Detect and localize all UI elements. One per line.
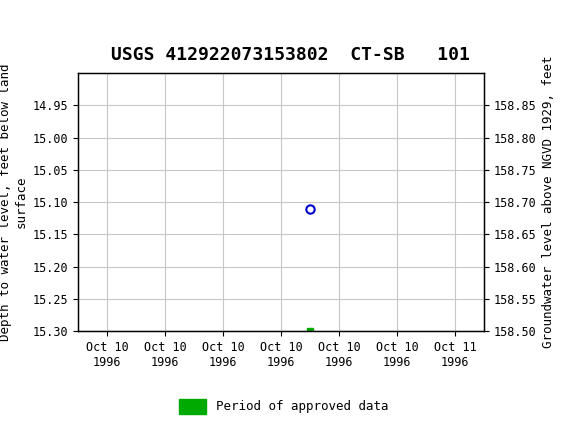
Y-axis label: Groundwater level above NGVD 1929, feet: Groundwater level above NGVD 1929, feet <box>542 56 555 348</box>
Bar <box>179 399 206 414</box>
Y-axis label: Depth to water level, feet below land
surface: Depth to water level, feet below land su… <box>0 63 27 341</box>
Text: ≈USGS: ≈USGS <box>6 10 88 31</box>
Text: USGS 412922073153802  CT-SB   101: USGS 412922073153802 CT-SB 101 <box>111 46 469 64</box>
Text: Period of approved data: Period of approved data <box>216 400 388 413</box>
